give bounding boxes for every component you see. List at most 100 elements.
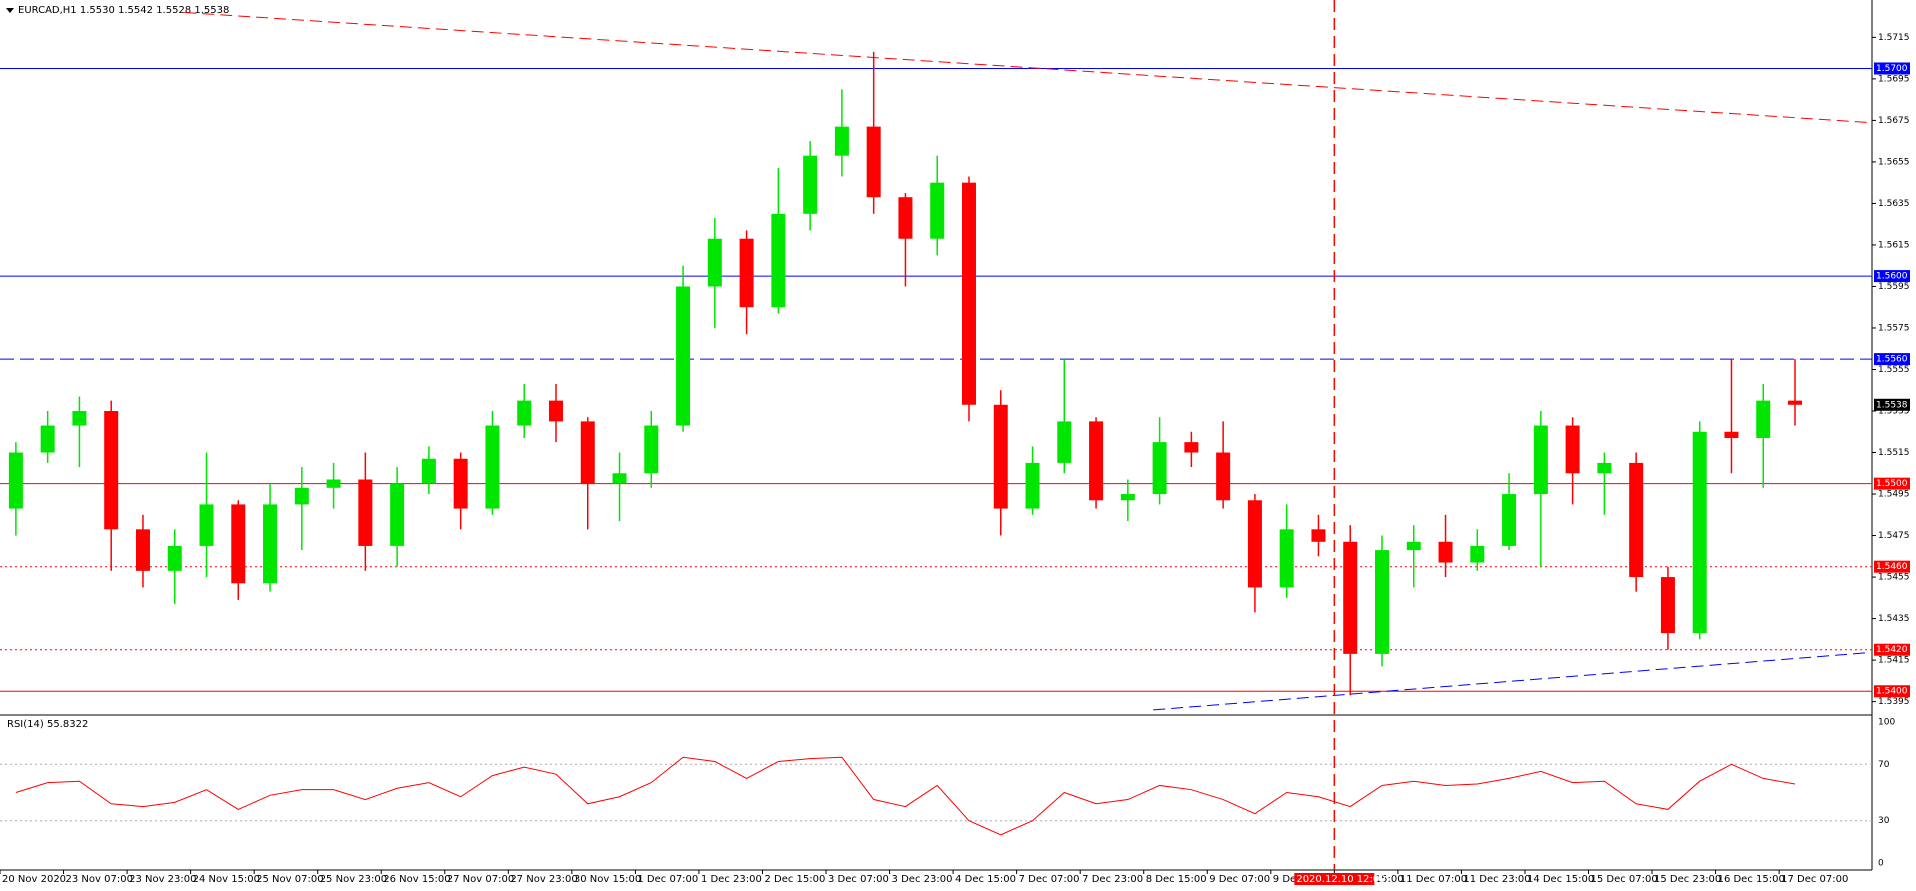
y-tick-label: 1.5715 [1878, 33, 1910, 43]
x-tick-label: 23 Nov 23:00 [129, 874, 196, 885]
candle-body [135, 529, 150, 571]
trend-line [184, 11, 1869, 123]
candle-body [453, 458, 468, 509]
candle-body [326, 479, 341, 488]
candle-body [1343, 541, 1358, 654]
candle-body [1089, 421, 1104, 501]
candle-body [580, 421, 595, 484]
candle-body [104, 411, 119, 530]
candle-body [866, 126, 881, 198]
y-tick-label: 1.5495 [1878, 490, 1910, 500]
candle-body [1025, 462, 1040, 509]
x-tick-label: 25 Nov 23:00 [320, 874, 387, 885]
level-label: 1.5560 [1876, 355, 1908, 365]
candle-body [72, 411, 87, 426]
candle-body [1216, 452, 1231, 501]
y-tick-label: 1.5695 [1878, 74, 1910, 84]
y-tick-label: 1.5555 [1878, 365, 1910, 375]
x-tick-label: 24 Nov 15:00 [193, 874, 260, 885]
x-tick-label: 3 Dec 23:00 [892, 874, 953, 885]
rsi-tick-label: 70 [1878, 760, 1890, 770]
candle-body [231, 504, 246, 584]
x-tick-label: 15 Dec 23:00 [1654, 874, 1721, 885]
candle-body [1756, 400, 1771, 438]
trend-line [1153, 652, 1869, 711]
y-tick-label: 1.5615 [1878, 240, 1910, 250]
y-tick-label: 1.5675 [1878, 116, 1910, 126]
level-label-box [1874, 477, 1910, 490]
y-tick-label: 1.5575 [1878, 323, 1910, 333]
candle-body [676, 286, 691, 426]
candle-body [1406, 541, 1421, 551]
candle-body [1660, 577, 1675, 634]
candle-body [1629, 462, 1644, 578]
candle-body [961, 182, 976, 405]
candle-body [644, 425, 659, 474]
candle-body [612, 473, 627, 484]
candle-body [1311, 529, 1326, 542]
y-tick-label: 1.5535 [1878, 407, 1910, 417]
x-tick-label: 1 Dec 07:00 [637, 874, 698, 885]
x-tick-label: 9 Dec 07:00 [1209, 874, 1270, 885]
price-label-box [1874, 398, 1910, 411]
x-tick-label: 27 Nov 07:00 [447, 874, 514, 885]
level-label: 1.5460 [1876, 562, 1908, 572]
level-label: 1.5400 [1876, 687, 1908, 697]
vertical-line-label: 2020.12.10 12:00 [1296, 874, 1385, 885]
level-label-box [1874, 685, 1910, 698]
candle-body [898, 197, 913, 239]
x-tick-label: 7 Dec 07:00 [1019, 874, 1080, 885]
y-tick-label: 1.5635 [1878, 199, 1910, 209]
candle-body [834, 126, 849, 156]
candle-body [1152, 442, 1167, 495]
y-tick-label: 1.5595 [1878, 282, 1910, 292]
candle-body [517, 400, 532, 426]
x-tick-label: 1 Dec 23:00 [701, 874, 762, 885]
y-tick-label: 1.5415 [1878, 656, 1910, 666]
candle-body [358, 479, 373, 546]
candle-body [421, 458, 436, 484]
candle-body [485, 425, 500, 509]
candle-body [548, 400, 563, 422]
x-tick-label: 27 Nov 23:00 [510, 874, 577, 885]
candle-body [294, 487, 309, 505]
level-label: 1.5500 [1876, 479, 1908, 489]
x-tick-label: 8 Dec 15:00 [1146, 874, 1207, 885]
x-tick-label: 11 Dec 07:00 [1400, 874, 1467, 885]
candle-body [1692, 431, 1707, 634]
y-tick-label: 1.5435 [1878, 614, 1910, 624]
x-tick-label: 23 Nov 07:00 [66, 874, 133, 885]
candle-body [1374, 550, 1389, 654]
candle-body [993, 404, 1008, 509]
x-tick-label: 3 Dec 07:00 [828, 874, 889, 885]
rsi-tick-label: 0 [1878, 859, 1884, 869]
y-tick-label: 1.5655 [1878, 157, 1910, 167]
candle-body [771, 213, 786, 308]
level-label-box [1874, 62, 1910, 75]
candle-body [1120, 494, 1135, 501]
candle-body [1279, 529, 1294, 588]
menu-triangle [6, 8, 14, 13]
x-tick-label: 25 Nov 07:00 [256, 874, 323, 885]
candle-body [390, 483, 405, 546]
y-tick-label: 1.5395 [1878, 697, 1910, 707]
x-tick-label: 15 Dec 07:00 [1591, 874, 1658, 885]
candle-body [739, 238, 754, 308]
candle-body [1565, 425, 1580, 474]
x-tick-label: 2 Dec 15:00 [764, 874, 825, 885]
candle-body [803, 155, 818, 214]
candle-body [263, 504, 278, 584]
x-tick-label: 17 Dec 07:00 [1781, 874, 1848, 885]
candle-body [167, 545, 182, 571]
x-tick-label: 7 Dec 23:00 [1082, 874, 1143, 885]
x-tick-label: 30 Nov 15:00 [574, 874, 641, 885]
price-label: 1.5538 [1876, 400, 1908, 410]
x-tick-label: 11 Dec 23:00 [1463, 874, 1530, 885]
level-label-box [1874, 560, 1910, 573]
candle-body [707, 238, 722, 287]
candle-body [1533, 425, 1548, 495]
candle-body [1438, 541, 1453, 563]
level-label-box [1874, 643, 1910, 656]
